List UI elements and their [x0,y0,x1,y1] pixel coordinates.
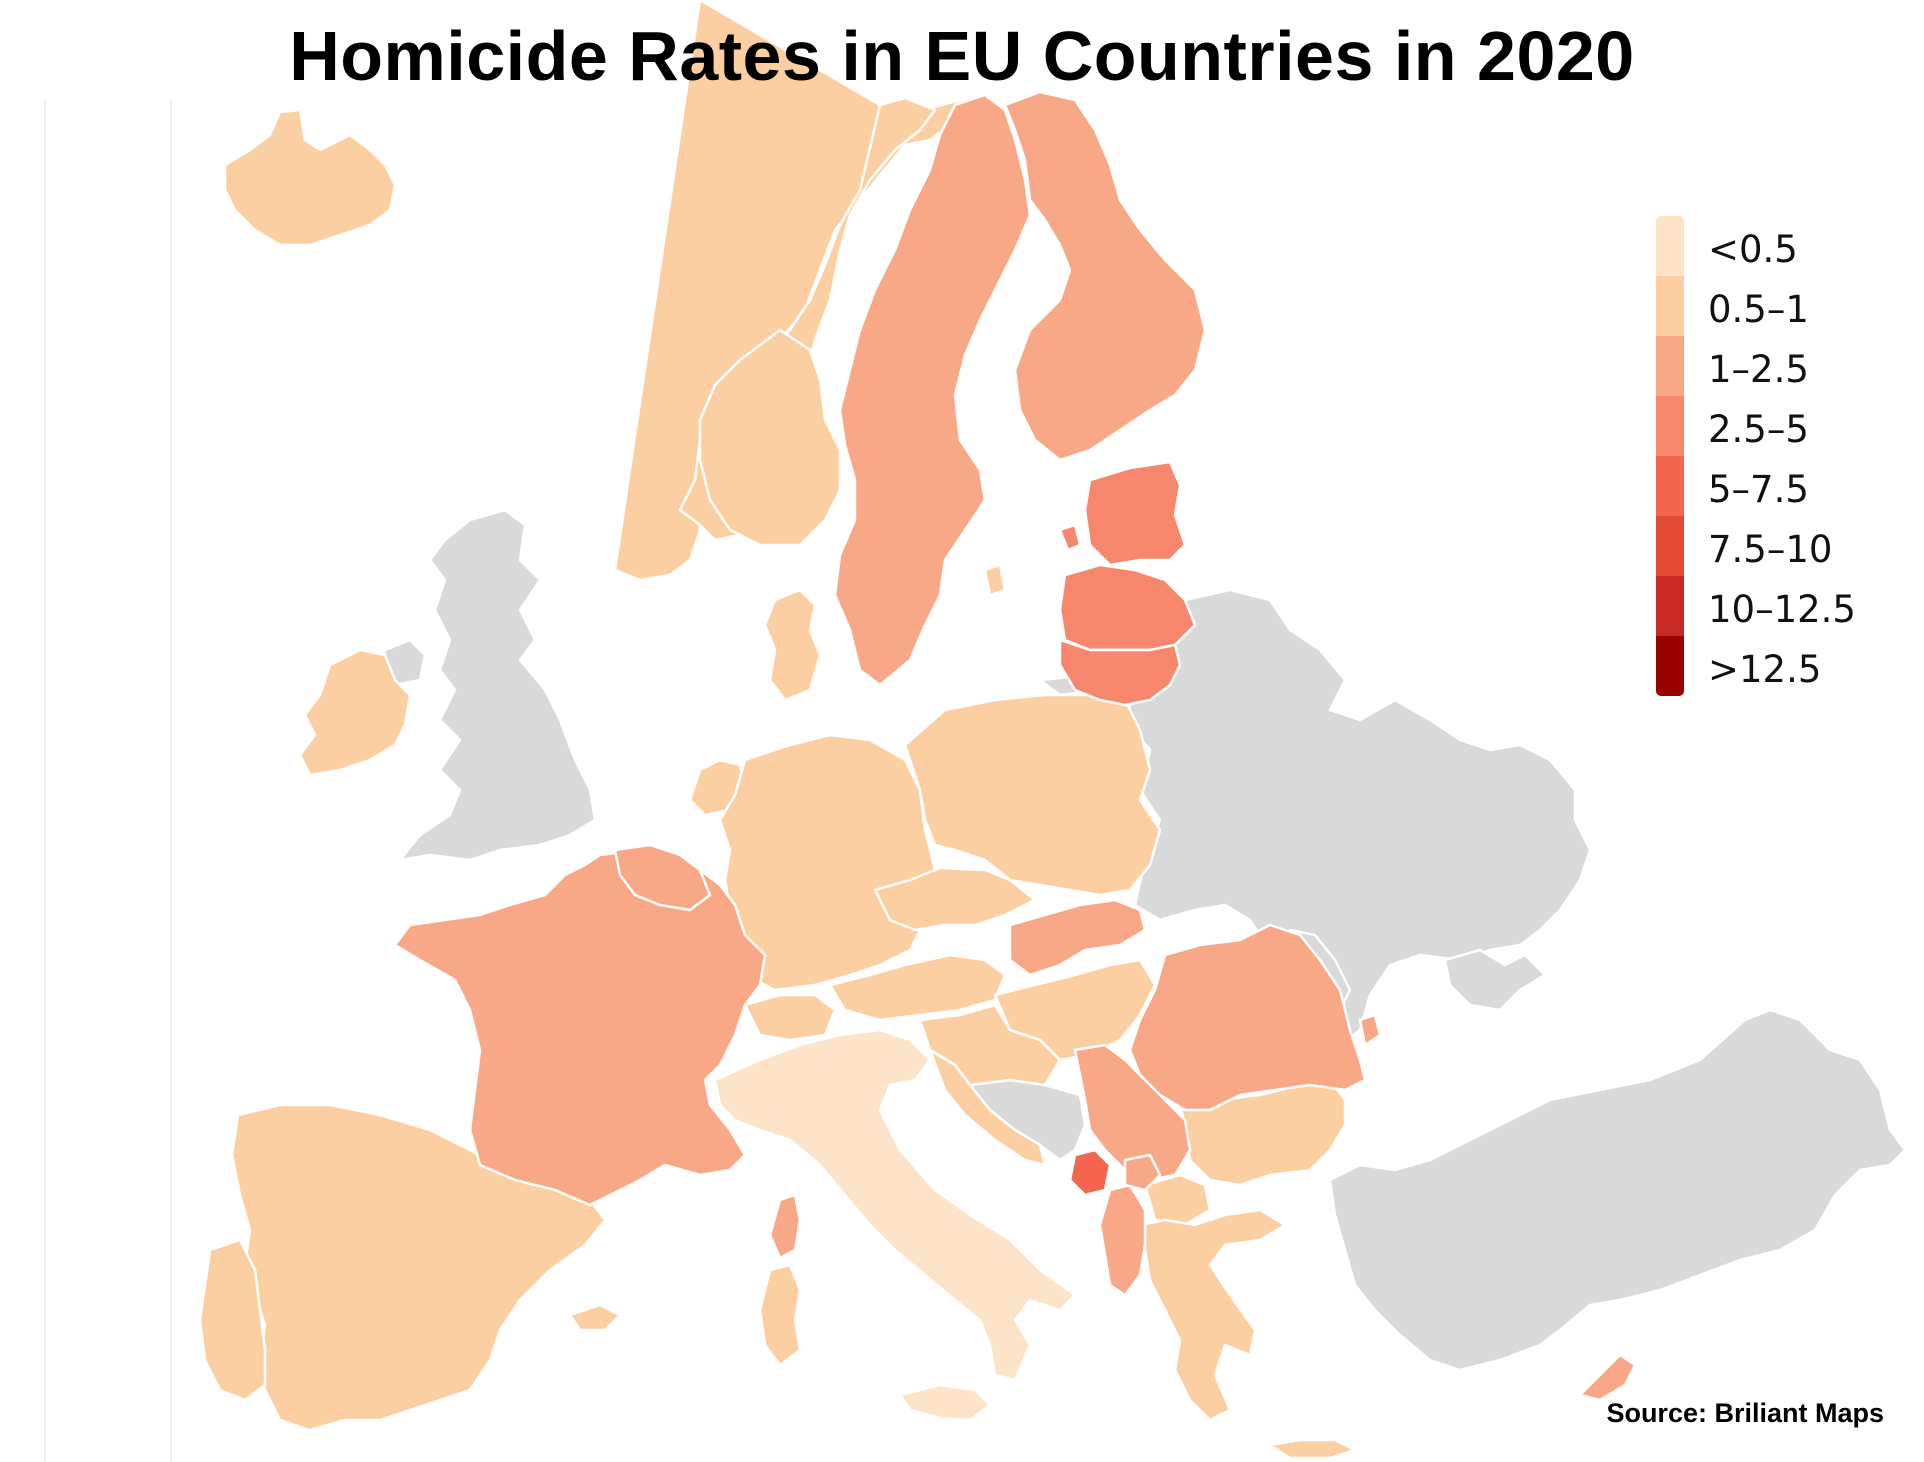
map-title: Homicide Rates in EU Countries in 2020 [289,17,1635,95]
rate-0-5-to-1-regions [198,0,1357,1460]
region-saaremaa [1058,523,1082,552]
region-germany [718,733,937,992]
region-iceland [223,108,397,247]
region-turkey [1328,1008,1907,1372]
region-romania-east-tip [1358,1013,1382,1047]
rate-5-to-7-5-regions [1068,1148,1112,1197]
legend-swatch [1656,396,1684,456]
legend-swatch [1656,456,1684,516]
region-albania [1098,1183,1147,1297]
region-kosovo [1123,1153,1162,1192]
frame-line-inner [170,100,172,1462]
region-czechia [873,866,1037,932]
rate-1-to-2-5-regions [393,90,1637,1402]
region-austria [828,953,1007,1022]
region-montenegro [1068,1148,1112,1197]
region-corsica [768,1193,802,1260]
rate-lt-0-5-regions [713,1028,1077,1422]
region-slovakia-hungary [993,958,1157,1062]
legend-swatch [1656,636,1684,696]
region-macedonia [1143,1173,1212,1227]
region-estonia [1083,460,1187,567]
legend-label: 7.5–10 [1708,528,1833,571]
region-serbia [1073,1043,1192,1182]
region-france [393,848,767,1207]
legend-label: 5–7.5 [1708,468,1809,511]
legend-swatch [1656,276,1684,336]
region-sardinia [758,1263,802,1367]
region-norway-southwest [698,328,842,547]
region-italy [713,1028,1077,1382]
region-denmark [763,588,822,702]
region-switzerland [743,993,837,1042]
legend-item: 10–12.5 [1656,576,1896,636]
region-crete [1268,1438,1357,1460]
legend-item: 5–7.5 [1656,456,1896,516]
legend-item: 7.5–10 [1656,516,1896,576]
region-sicily [898,1383,992,1422]
region-bulgaria [1178,1078,1347,1187]
legend-swatch [1656,516,1684,576]
region-greece [1138,1208,1287,1422]
region-romania [1128,923,1367,1112]
region-ireland [298,648,412,777]
region-lithuania [1058,638,1182,707]
region-slovakia [1008,898,1147,977]
region-estonia-gotland [983,563,1007,597]
legend-label: 0.5–1 [1708,288,1809,331]
legend-swatch [1656,576,1684,636]
legend-label: <0.5 [1708,228,1798,271]
frame-line-left [44,100,46,1462]
region-portugal [198,1238,267,1402]
legend-item: >12.5 [1656,636,1896,696]
region-belgium [613,843,712,912]
legend: <0.5 0.5–1 1–2.5 2.5–5 5–7.5 7.5–10 10–1… [1656,216,1896,696]
region-cyprus [1578,1353,1637,1402]
legend-label: 1–2.5 [1708,348,1809,391]
region-great-britain [398,508,597,862]
legend-item: 2.5–5 [1656,396,1896,456]
legend-swatch [1656,216,1684,276]
region-crimea [1443,948,1547,1012]
region-poland [903,693,1162,897]
rate-2-5-to-5-regions [1058,460,1197,707]
no-data-regions [378,508,1907,1372]
region-sweden [833,93,1032,687]
region-latvia [1058,563,1197,652]
legend-label: 2.5–5 [1708,408,1809,451]
region-croatia-coast [928,1048,1047,1167]
region-balearic [568,1303,622,1332]
source-credit: Source: Briliant Maps [1606,1398,1884,1428]
legend-item: 0.5–1 [1656,276,1896,336]
legend-label: >12.5 [1708,648,1822,691]
legend-item: <0.5 [1656,216,1896,276]
legend-label: 10–12.5 [1708,588,1856,631]
legend-swatch [1656,336,1684,396]
legend-item: 1–2.5 [1656,336,1896,396]
region-finland [1003,90,1207,462]
